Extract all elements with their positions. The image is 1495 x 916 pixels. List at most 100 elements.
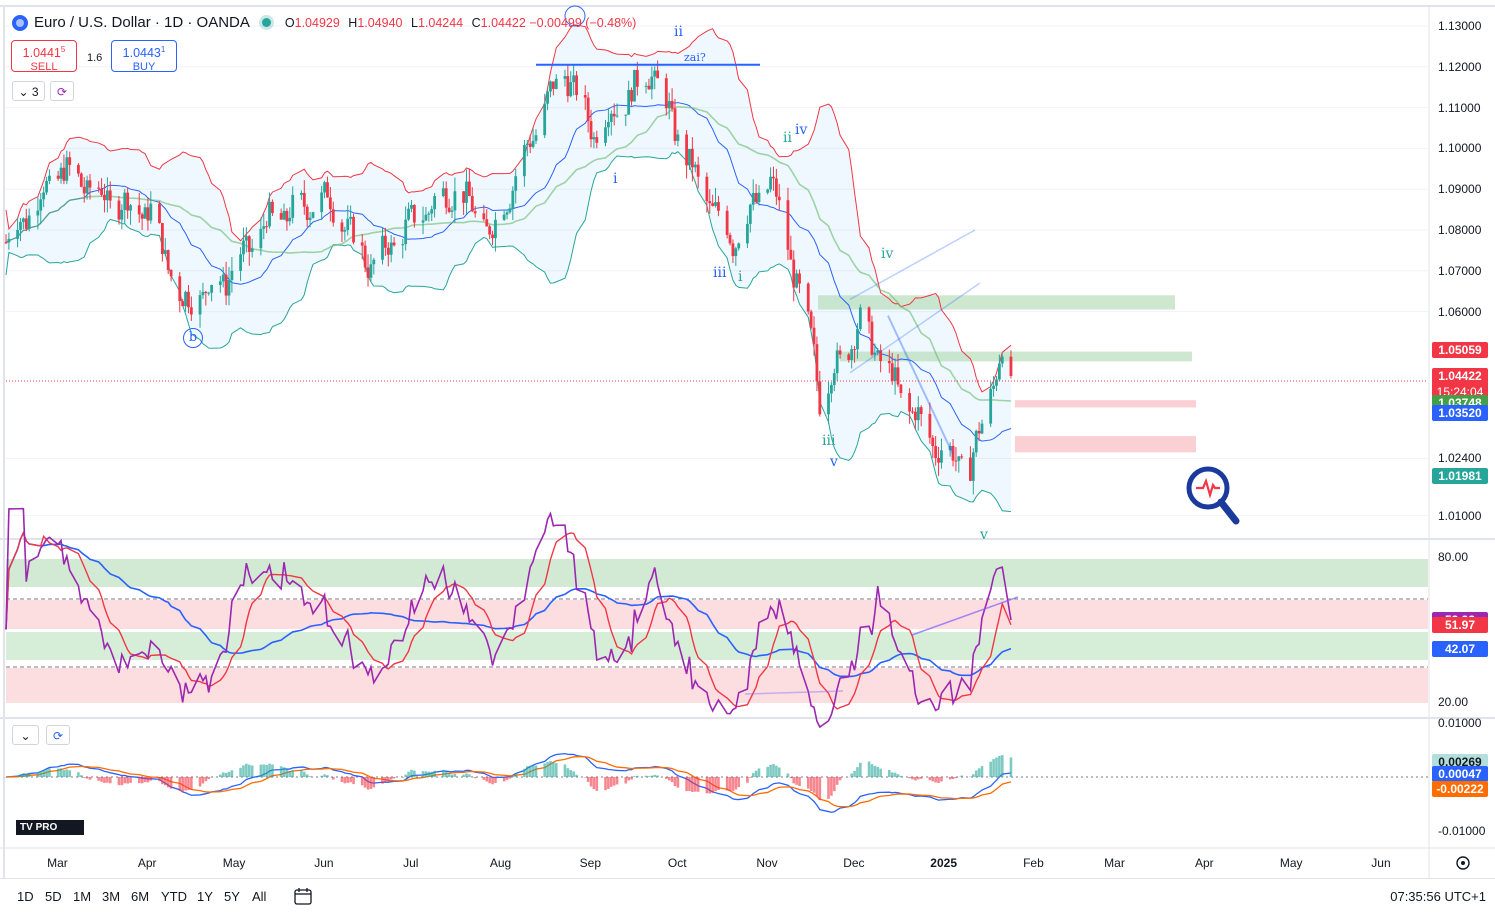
candle-body xyxy=(103,195,106,200)
candle-body xyxy=(772,177,775,179)
macd-histogram-bar xyxy=(810,777,813,791)
gear-icon[interactable] xyxy=(1457,857,1469,869)
macd-histogram-bar xyxy=(607,777,610,789)
macd-histogram-bar xyxy=(291,770,294,777)
macd-histogram-bar xyxy=(390,777,393,780)
macd-histogram-bar xyxy=(187,777,190,790)
month-label: Sep xyxy=(580,856,601,870)
zone-supply xyxy=(818,295,1175,309)
macd-histogram-bar xyxy=(891,772,894,777)
macd-histogram-bar xyxy=(471,776,474,777)
macd-histogram-bar xyxy=(349,777,352,782)
macd-histogram-bar xyxy=(908,777,911,778)
macd-histogram-bar xyxy=(717,777,720,790)
macd-histogram-bar xyxy=(289,771,292,777)
macd-histogram-bar xyxy=(309,776,312,777)
refresh-icon[interactable]: ⟳ xyxy=(50,81,74,101)
symbol-title[interactable]: Euro / U.S. Dollar · 1D · OANDA xyxy=(34,14,250,31)
macd-histogram-bar xyxy=(474,777,477,778)
range-button-ytd[interactable]: YTD xyxy=(161,889,187,904)
macd-histogram-bar xyxy=(123,777,126,783)
candle-body xyxy=(972,452,975,481)
clock[interactable]: 07:35:56 UTC+1 xyxy=(1390,889,1486,904)
range-button-3m[interactable]: 3M xyxy=(102,889,120,904)
candle-body xyxy=(729,235,732,243)
macd-histogram-bar xyxy=(445,772,448,777)
range-button-5d[interactable]: 5D xyxy=(45,889,62,904)
candle-body xyxy=(442,188,445,196)
candle-body xyxy=(306,207,309,220)
candle-body xyxy=(891,363,894,381)
range-button-5y[interactable]: 5Y xyxy=(224,889,240,904)
macd-histogram-bar xyxy=(42,770,45,777)
macd-histogram-bar xyxy=(677,777,680,788)
candle-body xyxy=(549,81,552,91)
macd-histogram-bar xyxy=(853,771,856,777)
macd-histogram-bar xyxy=(141,777,144,783)
candle-body xyxy=(850,349,853,360)
candle-body xyxy=(430,209,433,213)
candle-body xyxy=(228,280,231,296)
candle-body xyxy=(564,76,567,79)
macd-histogram-bar xyxy=(940,777,943,781)
range-button-1d[interactable]: 1D xyxy=(17,889,34,904)
macd-histogram-bar xyxy=(572,771,575,777)
macd-histogram-bar xyxy=(506,777,509,780)
macd-histogram-bar xyxy=(245,764,248,777)
candle-body xyxy=(555,79,558,89)
macd-collapse-chevron-icon[interactable]: ⌄ xyxy=(12,725,39,745)
macd-histogram-bar xyxy=(381,777,384,784)
macd-histogram-bar xyxy=(410,770,413,777)
macd-histogram-bar xyxy=(326,775,329,777)
macd-histogram-bar xyxy=(819,777,822,800)
candle-body xyxy=(998,363,1001,379)
macd-histogram-bar xyxy=(22,773,25,777)
magnifier-pulse-icon[interactable] xyxy=(1189,469,1236,521)
sell-button[interactable]: 1.04415 SELL xyxy=(11,40,77,72)
candle-body xyxy=(425,215,428,221)
candle-body xyxy=(526,144,529,145)
candle-body xyxy=(401,244,404,245)
macd-histogram-bar xyxy=(465,773,468,777)
macd-histogram-bar xyxy=(248,765,251,777)
candle-body xyxy=(445,188,448,207)
month-label: Jun xyxy=(1371,856,1390,870)
macd-histogram-bar xyxy=(503,777,506,781)
macd-histogram-bar xyxy=(448,773,451,777)
macd-histogram-bar xyxy=(729,777,732,791)
candle-body xyxy=(343,230,346,232)
range-button-all[interactable]: All xyxy=(252,889,266,904)
macd-refresh-icon[interactable]: ⟳ xyxy=(46,725,70,745)
macd-histogram-bar xyxy=(555,763,558,777)
macd-histogram-bar xyxy=(147,777,150,782)
macd-histogram-bar xyxy=(749,777,752,778)
range-button-6m[interactable]: 6M xyxy=(131,889,149,904)
macd-histogram-bar xyxy=(268,764,271,777)
macd-histogram-bar xyxy=(711,777,714,793)
candle-body xyxy=(726,211,729,235)
macd-histogram-bar xyxy=(830,777,833,796)
buy-button[interactable]: 1.04431 BUY xyxy=(111,40,177,72)
macd-histogram-bar xyxy=(546,762,549,777)
macd-histogram-bar xyxy=(509,777,512,779)
range-button-1m[interactable]: 1M xyxy=(73,889,91,904)
macd-histogram-bar xyxy=(543,763,546,777)
candle-body xyxy=(871,322,874,355)
macd-histogram-bar xyxy=(462,775,465,777)
macd-histogram-bar xyxy=(512,776,515,777)
indicators-toggle[interactable]: ⌄ 3 xyxy=(12,81,45,101)
candle-body xyxy=(286,211,289,221)
candle-body xyxy=(129,205,132,210)
candle-body xyxy=(595,137,598,143)
candle-body xyxy=(648,86,651,90)
macd-histogram-bar xyxy=(955,777,958,778)
macd-histogram-bar xyxy=(433,771,436,777)
candle-body xyxy=(361,242,364,245)
range-button-1y[interactable]: 1Y xyxy=(197,889,213,904)
macd-histogram-bar xyxy=(303,772,306,777)
macd-histogram-bar xyxy=(874,766,877,777)
candle-body xyxy=(532,141,535,147)
month-label: Nov xyxy=(756,856,777,870)
